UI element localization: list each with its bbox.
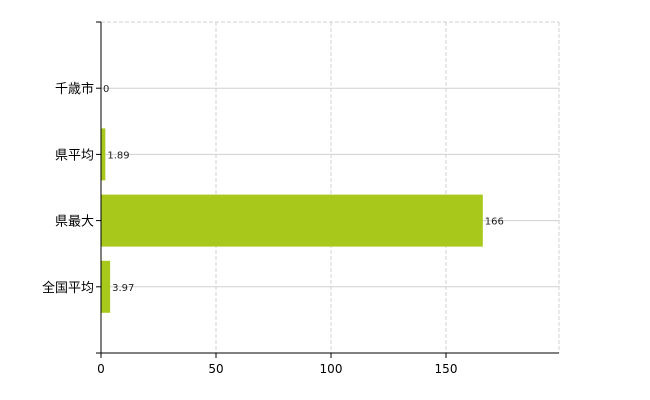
data-label: 166 [485, 217, 504, 228]
data-label: 3.97 [112, 283, 134, 294]
bar-2 [101, 194, 483, 247]
category-label: 県平均 [55, 148, 94, 163]
bar-1 [101, 128, 106, 181]
x-tick-label: 100 [320, 362, 343, 376]
category-label: 全国平均 [42, 280, 94, 296]
bar-3 [101, 260, 111, 313]
x-tick-label: 0 [97, 362, 105, 376]
x-tick-label: 150 [435, 362, 458, 376]
x-tick-label: 50 [208, 362, 223, 376]
category-label: 千歳市 [55, 81, 94, 97]
data-label: 0 [103, 84, 109, 95]
data-label: 1.89 [107, 150, 129, 161]
category-label: 県最大 [55, 215, 94, 230]
